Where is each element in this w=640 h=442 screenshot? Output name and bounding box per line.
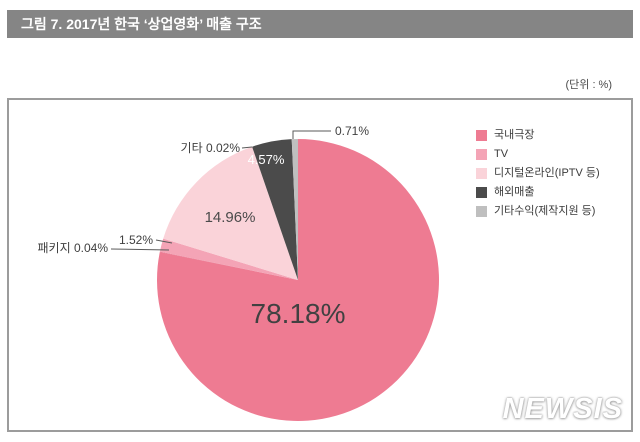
pie-label-other-income: 0.71% <box>335 124 369 138</box>
pie-slice-other-income <box>291 139 298 280</box>
newsis-watermark: NEWSIS <box>502 393 623 425</box>
chart-legend: 국내극장 TV 디지털온라인(IPTV 등) 해외매출 기타수익(제작지원 등) <box>476 130 600 217</box>
pie-slice-overseas <box>252 139 298 280</box>
figure-title-bar: 그림 7. 2017년 한국 ‘상업영화’ 매출 구조 <box>7 10 633 38</box>
pie-label-package: 패키지 0.04% <box>38 241 109 255</box>
legend-label: TV <box>494 148 509 160</box>
legend-item-digital-online: 디지털온라인(IPTV 등) <box>476 168 600 179</box>
pie-label-digital-online: 14.96% <box>205 209 256 226</box>
legend-label: 기타수익(제작지원 등) <box>494 205 596 217</box>
legend-item-tv: TV <box>476 149 600 160</box>
legend-swatch <box>476 168 487 179</box>
leader-line-etc <box>241 146 253 149</box>
pie-chart: 78.18% 패키지 0.04% 1.52% 14.96% 기타 0.02% 4.57% 0… <box>38 124 440 421</box>
chart-box: 78.18% 패키지 0.04% 1.52% 14.96% 기타 0.02% 4.57% 0… <box>7 98 633 432</box>
pie-slice-etc <box>251 146 298 280</box>
pie-label-domestic-theater: 78.18% <box>251 298 346 329</box>
legend-item-overseas: 해외매출 <box>476 187 600 198</box>
pie-slice-tv <box>159 238 298 280</box>
pie-slice-package <box>159 251 298 280</box>
pie-label-tv: 1.52% <box>119 233 153 247</box>
figure-title: 그림 7. 2017년 한국 ‘상업영화’ 매출 구조 <box>21 16 262 32</box>
pie-label-etc: 기타 0.02% <box>181 141 241 155</box>
pie-slice-digital-online <box>163 146 298 280</box>
legend-item-other-income: 기타수익(제작지원 등) <box>476 206 600 217</box>
legend-swatch <box>476 187 487 198</box>
legend-label: 국내극장 <box>494 129 535 141</box>
legend-label: 디지털온라인(IPTV 등) <box>494 167 600 179</box>
legend-swatch <box>476 130 487 141</box>
leader-line-other-income <box>292 130 331 139</box>
legend-label: 해외매출 <box>494 186 535 198</box>
units-note: (단위 : %) <box>565 79 612 91</box>
pie-slice-domestic-theater <box>157 139 440 421</box>
pie-label-overseas: 4.57% <box>248 152 285 167</box>
legend-swatch <box>476 149 487 160</box>
legend-item-domestic-theater: 국내극장 <box>476 130 600 141</box>
leader-line-tv <box>155 239 173 244</box>
leader-line-package <box>110 248 170 251</box>
legend-swatch <box>476 206 487 217</box>
